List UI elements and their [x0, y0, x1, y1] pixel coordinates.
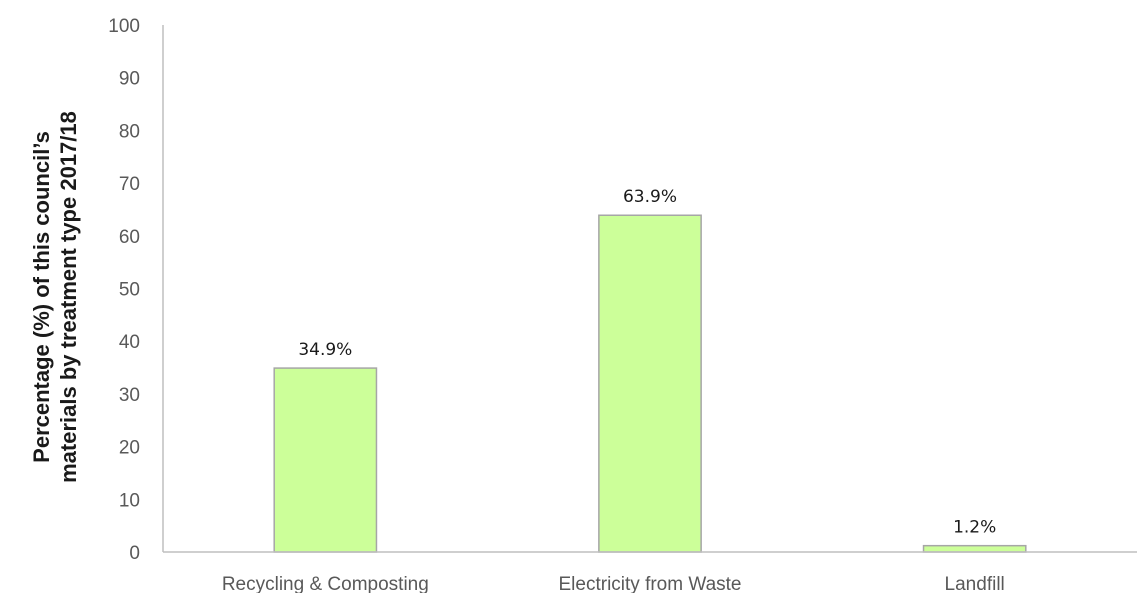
- bar: [273, 367, 378, 553]
- y-tick-label: 60: [119, 227, 140, 248]
- x-category-label: Recycling & Composting: [222, 574, 429, 593]
- y-tick-label: 80: [119, 121, 140, 142]
- x-category-label: Landfill: [945, 574, 1005, 593]
- y-tick-label: 40: [119, 332, 140, 353]
- y-axis-title-line-1: Percentage (%) of this council’s: [29, 131, 54, 463]
- data-labels: 34.9% 63.9% 1.2%: [298, 187, 996, 537]
- y-axis-ticks: 0 10 20 30 40 50 60 70 80 90 100: [108, 16, 140, 564]
- bars: [273, 214, 1027, 553]
- bar-data-label: 34.9%: [298, 340, 352, 360]
- bar-data-label: 63.9%: [623, 187, 677, 207]
- y-axis-title: Percentage (%) of this council’s materia…: [29, 111, 81, 483]
- y-tick-label: 30: [119, 385, 140, 406]
- y-tick-label: 10: [119, 490, 140, 511]
- y-tick-label: 90: [119, 69, 140, 90]
- bar: [922, 544, 1027, 553]
- category-labels: Recycling & Composting Electricity from W…: [222, 574, 1005, 593]
- y-axis-title-line-2: materials by treatment type 2017/18: [56, 111, 81, 483]
- axes: [162, 25, 1137, 553]
- y-tick-label: 20: [119, 438, 140, 459]
- y-tick-label: 0: [129, 543, 140, 564]
- y-tick-label: 100: [108, 16, 140, 37]
- y-tick-label: 70: [119, 174, 140, 195]
- bar-data-label: 1.2%: [953, 518, 996, 538]
- bar: [598, 214, 702, 553]
- y-tick-label: 50: [119, 280, 140, 301]
- x-category-label: Electricity from Waste: [559, 574, 742, 593]
